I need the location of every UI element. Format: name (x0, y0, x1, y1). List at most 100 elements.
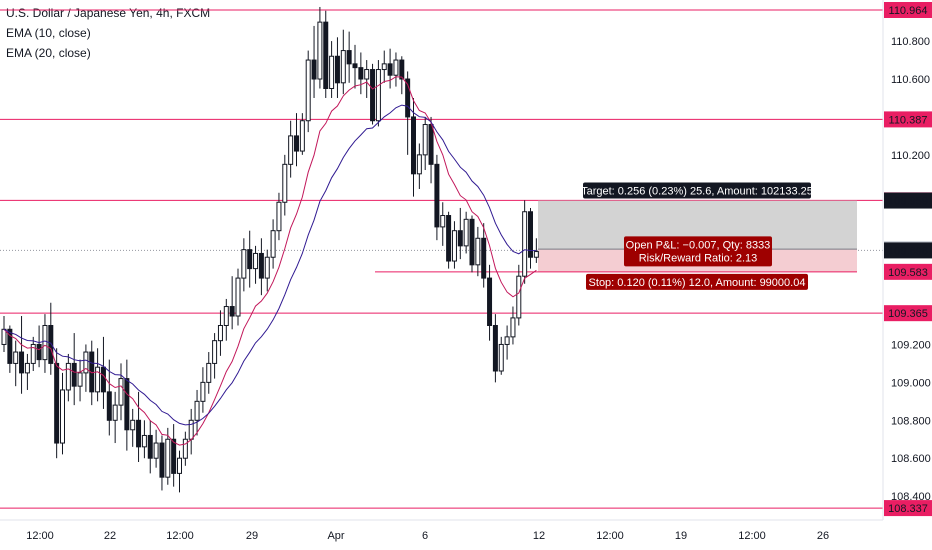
y-tick-label: 108.600 (891, 453, 931, 465)
candle-body (124, 378, 130, 431)
candle-body (1, 328, 7, 345)
y-tick-label: 110.800 (891, 36, 930, 48)
price-tag-label: 108.337 (888, 503, 928, 515)
target-label-bg (583, 182, 811, 199)
candle-body (159, 442, 165, 478)
candle-body (95, 366, 101, 393)
y-tick-label: 110.600 (891, 74, 930, 86)
candle-body (440, 215, 446, 228)
candle-body (364, 69, 370, 80)
candle-body (457, 230, 463, 247)
candle-body (24, 362, 30, 374)
candle-body (48, 324, 54, 364)
price-tag-label: 109.365 (888, 308, 928, 320)
candle-body (340, 50, 346, 84)
candle-body (481, 237, 487, 279)
candle-body (463, 218, 469, 247)
candle-body (533, 251, 539, 258)
price-tag-bg (884, 500, 932, 517)
candle-body (200, 381, 206, 402)
candle-body (487, 277, 493, 326)
candle-body (264, 256, 270, 279)
candle-body (393, 59, 399, 76)
candle-body (387, 63, 393, 76)
price-tag-bg (884, 242, 932, 259)
x-tick-label: 12 (533, 530, 545, 542)
candle-body (153, 442, 159, 459)
candle-body (399, 59, 405, 80)
candle-body (411, 116, 416, 175)
candle-body (451, 230, 457, 262)
stop-label-bg (586, 273, 808, 290)
ema10-line (3, 76, 537, 446)
price-tag-bg (884, 263, 932, 280)
candle-body (346, 50, 352, 65)
candle-body (136, 419, 142, 448)
y-tick-label: 108.800 (891, 415, 931, 427)
candle-body (288, 135, 294, 165)
candle-body (60, 389, 65, 444)
candle-body (30, 343, 36, 364)
price-tag-bg (884, 2, 932, 18)
candle-body (253, 252, 259, 270)
candle-body (276, 201, 282, 232)
candle-body (405, 78, 411, 118)
candle-body (358, 67, 364, 80)
candle-body (510, 317, 516, 338)
candle-body (370, 69, 376, 122)
candle-body (270, 230, 276, 258)
price-tag-label: 109.696 (888, 245, 928, 257)
candle-body (13, 351, 19, 364)
candle-body (177, 457, 182, 474)
candle-body (100, 366, 106, 393)
price-tag-bg (884, 111, 932, 128)
candle-body (311, 59, 317, 80)
candle-body (241, 249, 247, 279)
candle-body (375, 69, 381, 122)
candle-body (282, 163, 288, 203)
ema10-label: EMA (10, close) (6, 26, 91, 40)
candle-body (229, 306, 235, 317)
candle-body (19, 351, 25, 374)
candle-body (428, 124, 434, 165)
price-tag-label: 109.583 (888, 267, 928, 279)
candle-body (528, 211, 533, 258)
candle-body (446, 215, 452, 262)
candle-body (422, 124, 428, 156)
candle-body (147, 434, 153, 459)
ema20-label: EMA (20, close) (6, 46, 91, 60)
candle-body (223, 306, 229, 326)
candle-body (212, 340, 218, 364)
price-tag-bg (884, 305, 932, 322)
candle-body (469, 218, 475, 266)
candle-body (71, 362, 77, 387)
candle-body (258, 252, 264, 279)
candle-body (112, 404, 118, 421)
candle-body (475, 237, 481, 266)
x-tick-label: 26 (817, 530, 829, 542)
price-tag-label: 110.387 (889, 114, 928, 126)
candle-body (188, 419, 194, 440)
price-tag-label: 109.959 (888, 196, 928, 208)
candle-body (323, 21, 329, 89)
price-tag-bg (884, 192, 932, 209)
candle-body (182, 438, 188, 459)
y-tick-label: 109.000 (891, 377, 931, 389)
x-tick-label: 12:00 (26, 530, 54, 542)
candle-body (247, 249, 253, 270)
candle-body (516, 275, 522, 319)
candle-body (206, 362, 212, 383)
y-tick-label: 109.200 (891, 339, 931, 351)
candle-body (416, 154, 422, 175)
candle-body (498, 343, 504, 372)
candle-body (54, 362, 60, 444)
x-tick-label: 12:00 (738, 530, 766, 542)
candle-body (434, 163, 440, 228)
candle-body (522, 211, 528, 277)
x-tick-label: 6 (422, 530, 428, 542)
pnl-label: Open P&L: −0.007, Qty: 8333 (626, 239, 771, 251)
y-tick-label: 110.200 (891, 150, 930, 162)
x-tick-label: 19 (675, 530, 687, 542)
candle-body (492, 324, 498, 372)
